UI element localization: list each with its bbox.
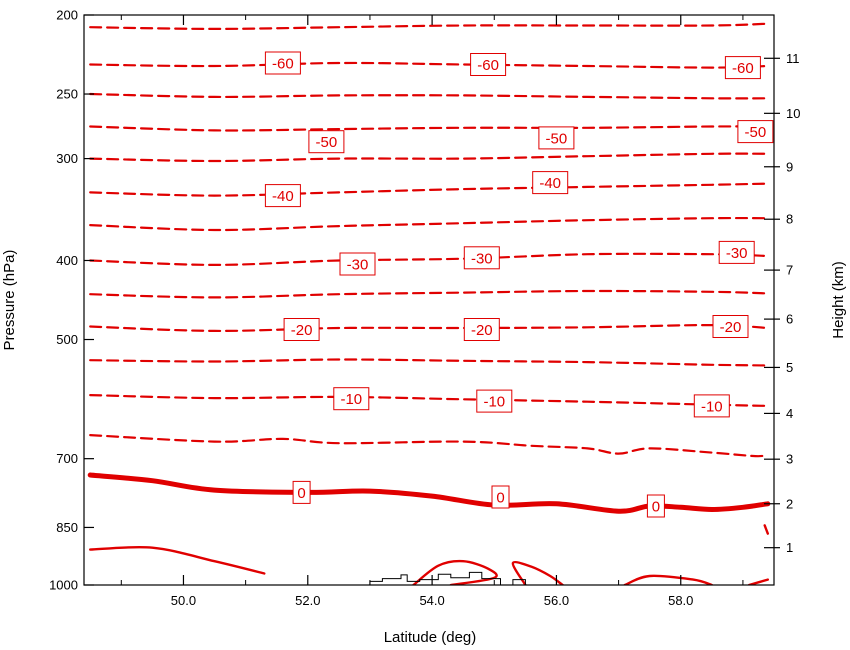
- contour-line: [89, 216, 769, 232]
- contour-label: -10: [476, 389, 513, 413]
- contour-line: [89, 182, 769, 197]
- contour-label: -30: [339, 252, 376, 276]
- y-axis-title-right: Height (km): [830, 261, 847, 339]
- x-tick-label: 50.0: [171, 593, 196, 608]
- x-tick-label: 52.0: [295, 593, 320, 608]
- contour-line: [89, 289, 769, 299]
- contour-label-text: 0: [297, 485, 305, 502]
- height-tick-label: 3: [786, 452, 793, 467]
- height-tick-label: 6: [786, 312, 793, 327]
- height-tick-label: 2: [786, 496, 793, 511]
- contour-label: -50: [308, 130, 345, 154]
- contour-label-text: 0: [652, 499, 660, 516]
- contour-label: -20: [463, 318, 500, 341]
- y-tick-label: 200: [56, 8, 78, 23]
- height-tick-label: 1: [786, 540, 793, 555]
- contour-line: [89, 61, 769, 69]
- contour-line: [89, 22, 769, 30]
- contour-line: [87, 472, 771, 514]
- contour-label-text: -30: [471, 250, 493, 267]
- y-axis-height: 1 2 3 4 5 6 7 8 9 10 11: [764, 51, 800, 555]
- contour-label-text: -30: [347, 257, 369, 274]
- height-tick-label: 9: [786, 159, 793, 174]
- x-tick-label: 54.0: [419, 593, 444, 608]
- contour-label: -60: [470, 53, 507, 76]
- contour-label-text: -60: [732, 60, 754, 77]
- contour-label-text: -50: [546, 130, 568, 147]
- x-axis-title: Latitude (deg): [384, 629, 477, 646]
- contour-label: -40: [264, 184, 301, 208]
- contour-label: -30: [463, 246, 500, 270]
- y-tick-label: 1000: [49, 578, 78, 593]
- contour-label: -20: [283, 318, 320, 341]
- contour-label: -10: [693, 394, 730, 418]
- y-tick-label: 500: [56, 332, 78, 347]
- x-tick-label: 58.0: [668, 593, 693, 608]
- height-tick-label: 4: [786, 406, 793, 421]
- contour-line: [89, 323, 769, 333]
- contour-label-text: -10: [340, 391, 362, 408]
- contour-line: [89, 434, 769, 458]
- contour-line: [89, 152, 769, 163]
- contour-line: [89, 358, 769, 367]
- contour-label: 0: [646, 494, 665, 518]
- contour-label-text: -30: [726, 245, 748, 262]
- y-tick-label: 700: [56, 451, 78, 466]
- contour-label: -50: [538, 126, 575, 150]
- contour-line: [89, 125, 769, 132]
- x-axis: 50.0 52.0 54.0 56.0 58.0: [120, 15, 744, 608]
- terrain-line: [357, 571, 526, 585]
- contour-label-text: -10: [701, 398, 723, 415]
- y-tick-label: 850: [56, 520, 78, 535]
- contour-label-text: -50: [745, 124, 767, 141]
- contour-label: -40: [532, 171, 569, 195]
- contour-label: -30: [718, 240, 755, 264]
- x-tick-label: 56.0: [544, 593, 569, 608]
- contour-label: 0: [292, 480, 311, 504]
- contour-label: 0: [491, 485, 510, 509]
- contour-label-text: -40: [272, 188, 294, 205]
- contour-label-text: -60: [272, 56, 294, 73]
- contour-label: -60: [264, 51, 301, 75]
- contour-line: [511, 560, 564, 585]
- contour-line: [747, 578, 769, 585]
- contour-label-text: 0: [496, 490, 504, 507]
- y-tick-label: 250: [56, 87, 78, 102]
- y-axis-title-left: Pressure (hPa): [1, 250, 18, 351]
- height-tick-label: 11: [786, 51, 800, 66]
- y-tick-label: 300: [56, 151, 78, 166]
- contour-line: [89, 92, 769, 100]
- contour-line: [89, 252, 769, 266]
- contour-label-text: -20: [720, 319, 742, 336]
- contour-label-text: -20: [291, 322, 313, 339]
- height-tick-label: 10: [786, 106, 800, 121]
- contour-label: -50: [737, 120, 774, 144]
- contour-label-text: -20: [471, 322, 493, 339]
- contour-lines: [87, 22, 771, 585]
- contour-label: -60: [724, 56, 761, 80]
- contour-line: [623, 574, 713, 585]
- contour-line: [412, 559, 498, 585]
- contour-label-text: -50: [316, 134, 338, 151]
- height-tick-label: 7: [786, 263, 793, 278]
- terrain-outline: [357, 571, 526, 585]
- height-tick-label: 5: [786, 360, 793, 375]
- plot-frame: [83, 14, 775, 586]
- contour-label-text: -40: [539, 175, 561, 192]
- contour-line: [89, 394, 769, 407]
- contour-labels: -60 -60 -60 -50 -50 -50 -40 -40 -30 -30 -30 -20 -20 -…: [264, 51, 774, 518]
- contour-label-text: -10: [483, 394, 505, 411]
- y-tick-label: 400: [56, 253, 78, 268]
- contour-line: [763, 524, 769, 535]
- contour-line: [89, 545, 266, 575]
- contour-label: -10: [333, 387, 370, 411]
- contour-label-text: -60: [477, 57, 499, 74]
- y-axis-pressure: 200 250 300 400 500 700 850 1000: [49, 8, 94, 593]
- height-tick-label: 8: [786, 212, 793, 227]
- contour-label: -20: [712, 315, 749, 338]
